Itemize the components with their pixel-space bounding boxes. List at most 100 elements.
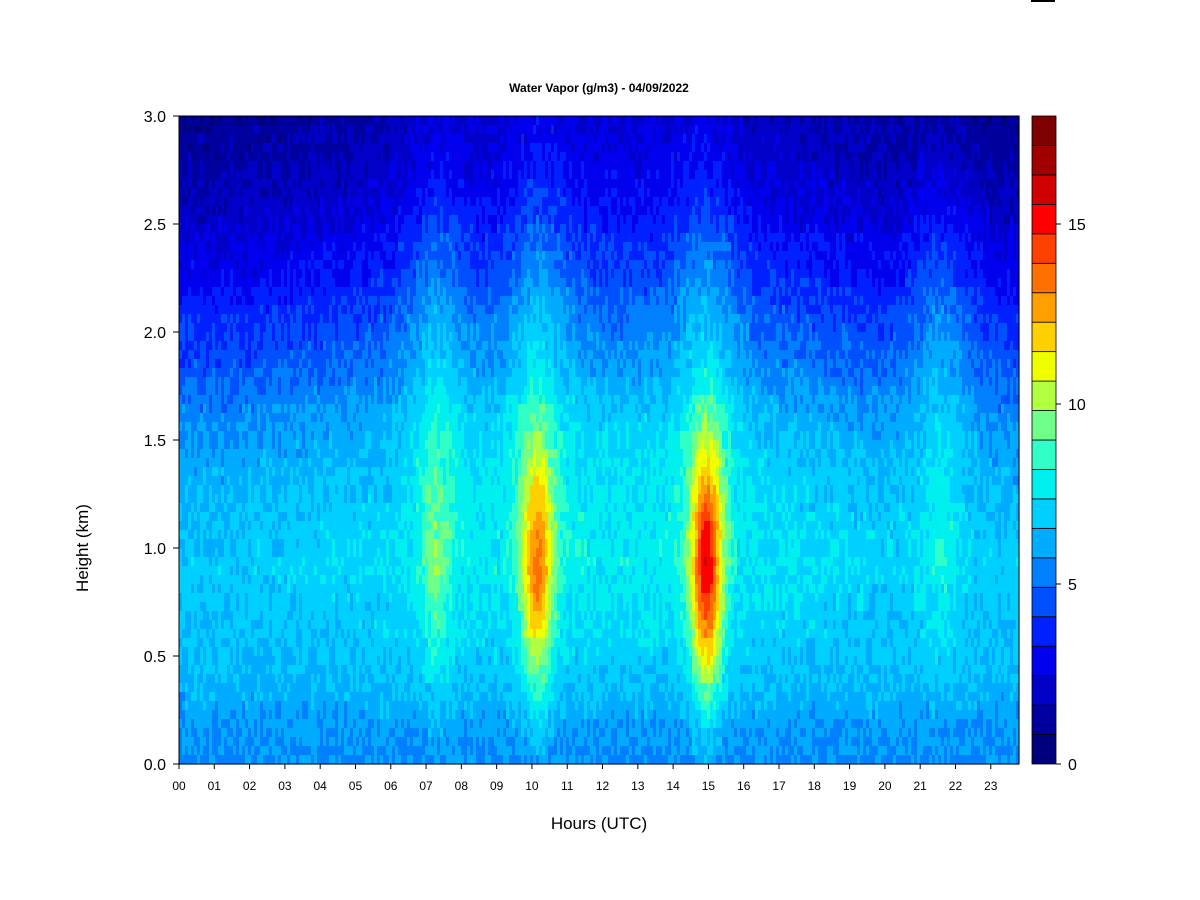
heatmap-cell: [233, 458, 237, 468]
heatmap-cell: [179, 719, 183, 729]
heatmap-cell: [371, 566, 375, 576]
heatmap-cell: [206, 296, 210, 306]
heatmap-cell: [278, 611, 282, 621]
heatmap-cell: [377, 710, 381, 720]
heatmap-cell: [251, 134, 255, 144]
heatmap-cell: [203, 512, 207, 522]
heatmap-cell: [350, 224, 354, 234]
heatmap-cell: [188, 728, 192, 738]
heatmap-cell: [299, 116, 303, 126]
heatmap-cell: [347, 476, 351, 486]
heatmap-cell: [326, 584, 330, 594]
heatmap-cell: [200, 404, 204, 414]
heatmap-cell: [242, 161, 246, 171]
heatmap-cell: [194, 143, 198, 153]
heatmap-cell: [380, 377, 384, 387]
heatmap-cell: [362, 143, 366, 153]
heatmap-cell: [227, 224, 231, 234]
heatmap-cell: [221, 368, 225, 378]
heatmap-cell: [350, 341, 354, 351]
heatmap-cell: [269, 575, 273, 585]
heatmap-cell: [182, 287, 186, 297]
heatmap-cell: [326, 251, 330, 261]
heatmap-cell: [272, 440, 276, 450]
heatmap-cell: [281, 260, 285, 270]
heatmap-cell: [236, 161, 240, 171]
heatmap-cell: [308, 602, 312, 612]
heatmap-cell: [380, 584, 384, 594]
heatmap-cell: [287, 134, 291, 144]
heatmap-cell: [227, 449, 231, 459]
heatmap-cell: [341, 494, 345, 504]
heatmap-cell: [245, 278, 249, 288]
heatmap-cell: [344, 629, 348, 639]
heatmap-cell: [206, 368, 210, 378]
heatmap-cell: [374, 665, 378, 675]
heatmap-cell: [272, 575, 276, 585]
heatmap-cell: [209, 278, 213, 288]
heatmap-cell: [239, 332, 243, 342]
heatmap-cell: [203, 143, 207, 153]
heatmap-cell: [383, 593, 387, 603]
heatmap-cell: [374, 251, 378, 261]
heatmap-cell: [314, 188, 318, 198]
heatmap-cell: [227, 170, 231, 180]
heatmap-cell: [218, 710, 222, 720]
heatmap-cell: [209, 548, 213, 558]
heatmap-cell: [338, 251, 342, 261]
heatmap-cell: [296, 521, 300, 531]
heatmap-cell: [329, 242, 333, 252]
heatmap-cell: [350, 197, 354, 207]
heatmap-cell: [266, 422, 270, 432]
heatmap-cell: [350, 287, 354, 297]
heatmap-cell: [383, 521, 387, 531]
heatmap-cell: [263, 224, 267, 234]
heatmap-cell: [227, 359, 231, 369]
heatmap-cell: [185, 287, 189, 297]
heatmap-cell: [278, 323, 282, 333]
heatmap-cell: [188, 692, 192, 702]
heatmap-cell: [251, 503, 255, 513]
heatmap-cell: [299, 251, 303, 261]
heatmap-cell: [344, 233, 348, 243]
heatmap-cell: [257, 143, 261, 153]
heatmap-cell: [251, 620, 255, 630]
heatmap-cell: [317, 602, 321, 612]
heatmap-cell: [350, 476, 354, 486]
heatmap-cell: [194, 197, 198, 207]
heatmap-cell: [206, 269, 210, 279]
heatmap-cell: [293, 404, 297, 414]
heatmap-cell: [251, 656, 255, 666]
heatmap-cell: [320, 674, 324, 684]
heatmap-cell: [335, 539, 339, 549]
heatmap-cell: [365, 431, 369, 441]
heatmap-cell: [221, 746, 225, 756]
heatmap-cell: [359, 161, 363, 171]
heatmap-cell: [221, 359, 225, 369]
heatmap-cell: [290, 584, 294, 594]
heatmap-cell: [200, 260, 204, 270]
heatmap-cell: [296, 170, 300, 180]
heatmap-cell: [383, 368, 387, 378]
heatmap-cell: [275, 530, 279, 540]
heatmap-cell: [308, 422, 312, 432]
heatmap-cell: [302, 215, 306, 225]
heatmap-cell: [191, 629, 195, 639]
heatmap-cell: [182, 485, 186, 495]
heatmap-cell: [344, 683, 348, 693]
heatmap-cell: [374, 350, 378, 360]
heatmap-cell: [197, 143, 201, 153]
heatmap-cell: [368, 170, 372, 180]
heatmap-cell: [281, 665, 285, 675]
heatmap-cell: [221, 350, 225, 360]
heatmap-cell: [251, 170, 255, 180]
heatmap-cell: [239, 260, 243, 270]
heatmap-cell: [269, 728, 273, 738]
heatmap-cell: [275, 287, 279, 297]
heatmap-cell: [359, 629, 363, 639]
heatmap-cell: [338, 179, 342, 189]
heatmap-cell: [338, 233, 342, 243]
heatmap-cell: [359, 197, 363, 207]
heatmap-cell: [254, 611, 258, 621]
heatmap-cell: [218, 611, 222, 621]
